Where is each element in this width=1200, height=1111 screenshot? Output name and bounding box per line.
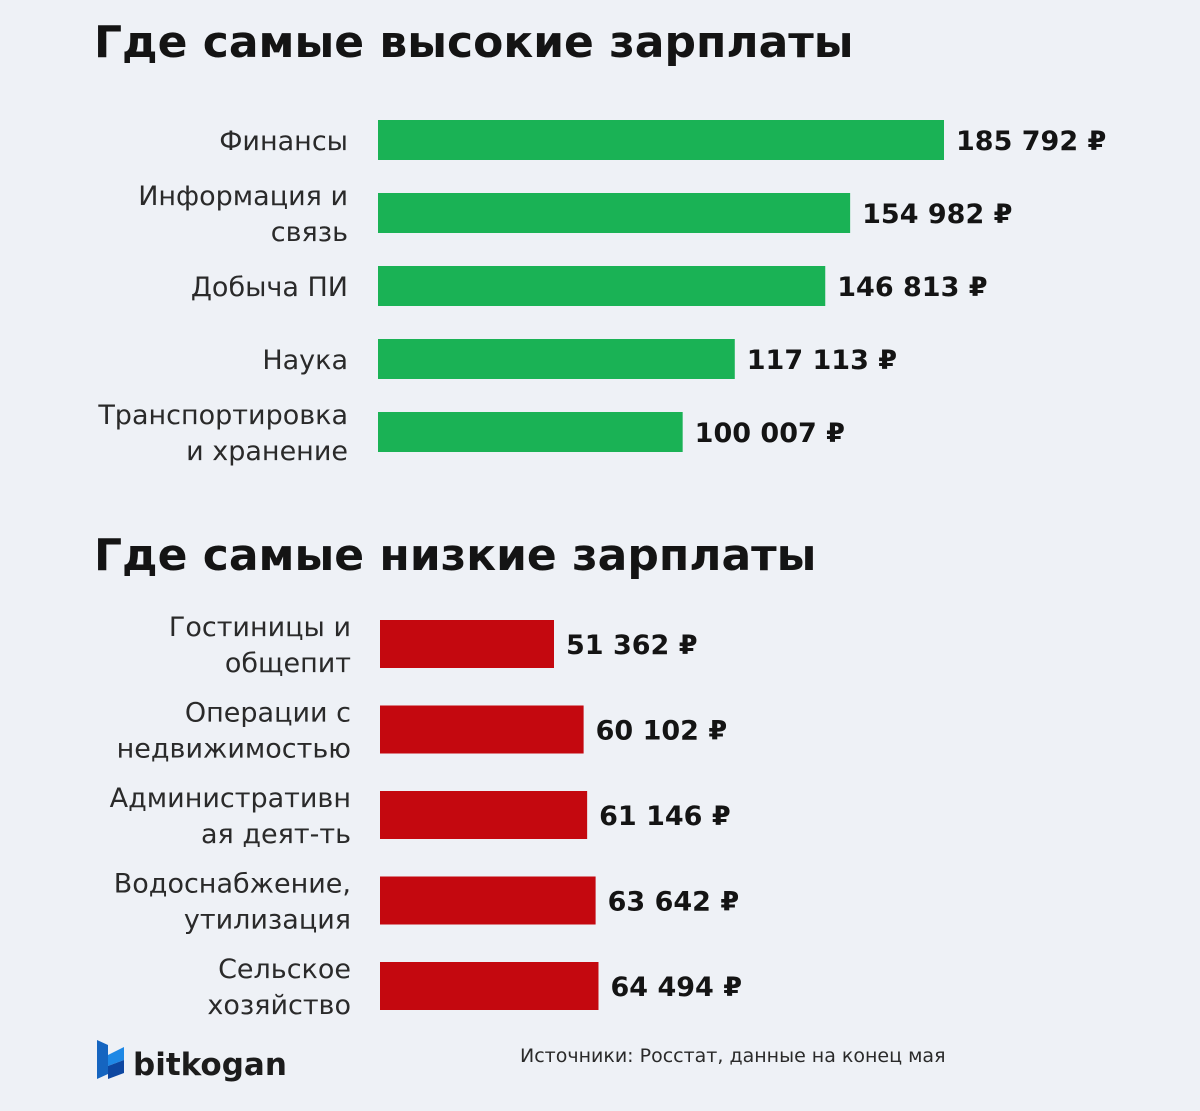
- category-label-4: Наука: [262, 345, 348, 376]
- value-label-5: 64 494 ₽: [610, 972, 742, 1003]
- bar-2: [378, 193, 851, 233]
- value-label-2: 154 982 ₽: [862, 199, 1012, 230]
- bar-1: [380, 620, 554, 668]
- category-label-3-line-2: ая деят-ть: [201, 819, 351, 850]
- value-label-1: 185 792 ₽: [956, 126, 1106, 157]
- category-label-5-line-1: Сельское: [218, 954, 351, 985]
- brand-name: bitkogan: [133, 1047, 287, 1083]
- high-salaries-chart: Где самые высокие зарплаты 185 792 ₽ Фина…: [94, 17, 1106, 467]
- bar-5: [378, 412, 683, 452]
- low-salaries-bars: 51 362 ₽ Гостиницы и общепит 60 102 ₽ Операц…: [110, 612, 742, 1021]
- low-salaries-chart: Где самые низкие зарплаты 51 362 ₽ Гостин…: [94, 530, 816, 1021]
- category-label-5-line-1: Транспортировка: [97, 400, 348, 431]
- low-salaries-title: Где самые низкие зарплаты: [94, 530, 816, 581]
- value-label-3: 146 813 ₽: [837, 272, 987, 303]
- category-label-2-line-2: связь: [271, 217, 348, 248]
- value-label-1: 51 362 ₽: [566, 630, 698, 661]
- category-label-3: Добыча ПИ: [191, 272, 348, 303]
- category-label-2-line-1: Информация и: [138, 181, 348, 212]
- bar-3: [378, 266, 826, 306]
- value-label-5: 100 007 ₽: [695, 418, 845, 449]
- brand-logo: bitkogan: [97, 1040, 287, 1083]
- category-label-5-line-2: и хранение: [186, 436, 348, 467]
- category-label-1-line-1: Гостиницы и: [169, 612, 351, 643]
- category-label-1: Финансы: [219, 126, 348, 157]
- bar-5: [380, 962, 599, 1010]
- bar-4: [378, 339, 735, 379]
- category-label-3-line-1: Административн: [110, 783, 351, 814]
- category-label-2-line-2: недвижимостью: [117, 734, 351, 765]
- value-label-4: 117 113 ₽: [747, 345, 897, 376]
- high-salaries-title: Где самые высокие зарплаты: [94, 17, 854, 68]
- category-label-4-line-2: утилизация: [184, 905, 351, 936]
- bitkogan-logo-icon: [97, 1040, 124, 1079]
- high-salaries-bars: 185 792 ₽ Финансы 154 982 ₽ Информация и свя…: [97, 120, 1106, 467]
- category-label-5-line-2: хозяйство: [207, 990, 351, 1021]
- value-label-4: 63 642 ₽: [608, 887, 740, 918]
- bar-4: [380, 876, 596, 925]
- value-label-2: 60 102 ₽: [596, 716, 728, 747]
- category-label-4-line-1: Водоснабжение,: [114, 869, 351, 900]
- category-label-2-line-1: Операции с: [185, 698, 351, 729]
- bar-3: [380, 791, 588, 839]
- value-label-3: 61 146 ₽: [599, 801, 731, 832]
- bar-2: [380, 705, 584, 754]
- category-label-1-line-2: общепит: [225, 648, 351, 679]
- source-note: Источники: Росстат, данные на конец мая: [520, 1045, 946, 1067]
- bar-1: [378, 120, 944, 160]
